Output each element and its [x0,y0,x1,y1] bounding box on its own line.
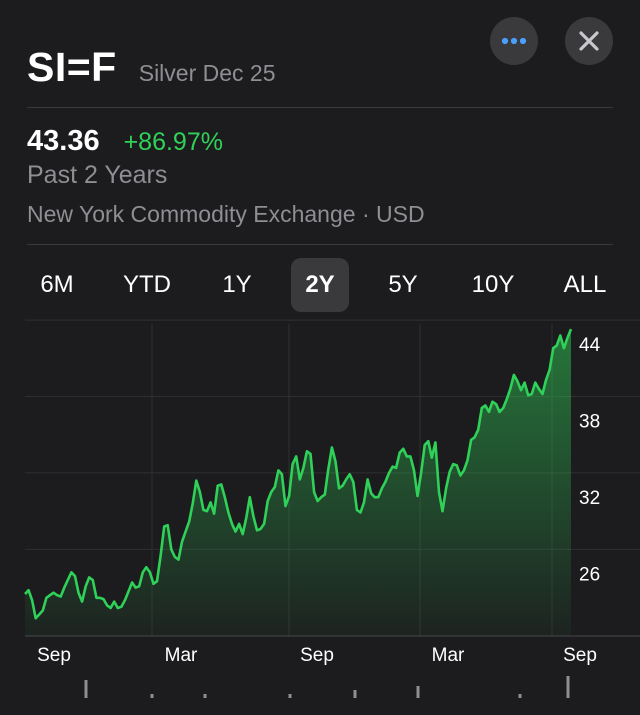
volume-bar [84,680,88,698]
instrument-name: Silver Dec 25 [138,60,276,86]
ticker-symbol: SI=F [27,44,117,90]
volume-bar [416,686,420,698]
header-divider [27,107,613,108]
header: SI=F Silver Dec 25 [27,44,276,91]
volume-bar [288,694,292,698]
percent-change: +86.97% [123,128,223,156]
range-tab-1y[interactable]: 1Y [222,271,252,298]
price-row: 43.36 +86.97% [27,125,223,158]
y-tick-label: 26 [579,564,600,585]
price-line [24,328,573,620]
range-tab-2y[interactable]: 2Y [291,258,349,312]
range-tab-5y[interactable]: 5Y [388,271,418,298]
range-tab-ytd[interactable]: YTD [123,271,171,298]
y-tick-label: 38 [579,412,600,433]
exchange-label: New York Commodity Exchange · USD [27,201,425,227]
volume-bar [518,694,522,698]
close-button[interactable] [565,17,613,65]
price-chart: 26 32 38 44 Sep Mar Sep Mar Sep [24,319,640,698]
volume-bar [203,694,207,698]
x-tick-label: Mar [432,645,465,666]
range-selector: 6M YTD 1Y 2Y 5Y 10Y ALL [17,258,631,312]
range-tab-all[interactable]: ALL [563,271,607,298]
x-tick-label: Sep [300,645,334,666]
volume-bar [353,690,357,698]
price-area [25,329,571,636]
x-tick-label: Sep [563,645,597,666]
more-button[interactable] [490,17,538,65]
period-label: Past 2 Years [27,161,168,189]
y-tick-label: 44 [579,335,601,356]
range-tab-6m[interactable]: 6M [40,271,74,298]
range-tab-10y[interactable]: 10Y [471,271,515,298]
volume-bar [150,694,154,698]
volume-bar [566,676,570,698]
y-tick-label: 32 [579,488,600,509]
x-tick-label: Mar [165,645,198,666]
quote-divider [27,244,613,245]
close-icon [579,31,599,51]
x-tick-label: Sep [37,645,71,666]
last-price: 43.36 [27,125,100,157]
ellipsis-icon [501,37,527,45]
